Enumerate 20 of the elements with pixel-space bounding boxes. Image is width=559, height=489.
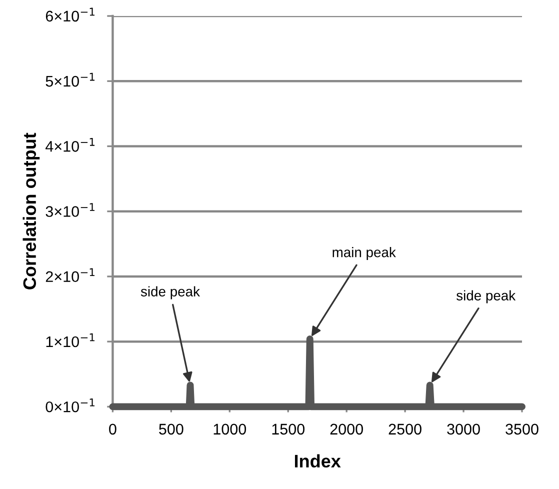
annotation: side peak [456,290,516,304]
y-tick-label: 1×10$^{−1}$ [46,333,94,348]
x-tick-label: 3500 [506,424,538,435]
annotation: side peak [140,286,200,300]
x-tick-label: 2500 [388,424,422,435]
x-tick-label: 1000 [214,424,246,435]
y-tick-label: 2×10$^{−1}$ [46,268,94,282]
y-tick-label: 4×10$^{−1}$ [46,138,94,152]
x-tick-label: 500 [159,424,184,435]
y-tick-label: 0×10$^{−1}$ [46,398,94,412]
x-tick-label: 2000 [330,424,363,435]
x-tick-label: 3000 [447,424,480,435]
x-tick-label: 0 [109,424,116,435]
x-axis-title: Index [294,454,341,468]
y-tick-label: 5×10$^{−1}$ [46,72,94,87]
y-tick-label: 3×10$^{−1}$ [46,203,94,217]
y-axis-title: Correlation output [22,132,40,290]
x-tick-label: 1500 [272,424,305,435]
y-tick-label: 6×10$^{−1}$ [46,8,94,22]
annotation: main peak [332,247,396,260]
